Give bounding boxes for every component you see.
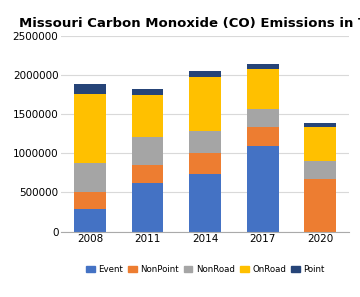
Bar xyxy=(132,137,163,165)
Bar xyxy=(189,130,221,153)
Bar xyxy=(132,95,163,137)
Bar xyxy=(74,94,106,163)
Bar xyxy=(305,179,336,232)
Bar xyxy=(132,165,163,183)
Bar xyxy=(247,69,279,109)
Legend: Event, NonPoint, NonRoad, OnRoad, Point: Event, NonPoint, NonRoad, OnRoad, Point xyxy=(82,261,328,277)
Bar xyxy=(74,192,106,209)
Bar xyxy=(132,89,163,95)
Bar xyxy=(247,127,279,146)
Title: Missouri Carbon Monoxide (CO) Emissions in Tons: Missouri Carbon Monoxide (CO) Emissions … xyxy=(19,17,360,30)
Bar xyxy=(74,209,106,232)
Bar xyxy=(305,123,336,127)
Bar xyxy=(74,84,106,94)
Bar xyxy=(247,109,279,127)
Bar xyxy=(189,77,221,130)
Bar xyxy=(305,161,336,179)
Bar xyxy=(247,64,279,69)
Bar xyxy=(189,174,221,232)
Bar xyxy=(247,146,279,232)
Bar xyxy=(305,127,336,161)
Bar xyxy=(189,71,221,77)
Bar xyxy=(74,163,106,192)
Bar xyxy=(132,183,163,232)
Bar xyxy=(189,153,221,174)
